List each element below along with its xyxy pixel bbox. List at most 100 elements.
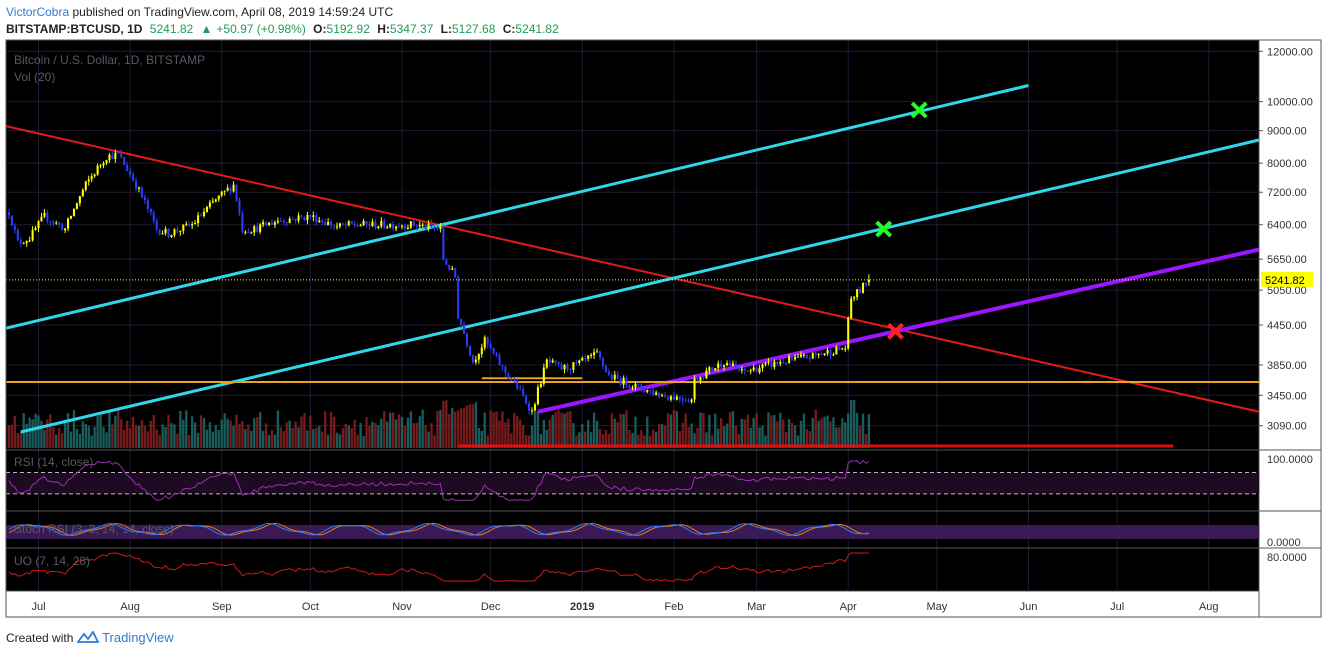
volume-bar xyxy=(607,434,611,448)
volume-bar xyxy=(764,435,767,448)
tradingview-link[interactable]: TradingView xyxy=(102,630,174,645)
volume-bar xyxy=(480,430,483,448)
volume-bar xyxy=(767,412,770,448)
volume-bar xyxy=(276,410,280,448)
volume-bar xyxy=(492,412,495,448)
volume-bar xyxy=(483,412,486,448)
volume-bar xyxy=(539,433,543,448)
candle-body xyxy=(22,243,25,245)
candle-body xyxy=(217,195,220,200)
candle-body xyxy=(663,395,667,397)
candle-body xyxy=(474,359,477,363)
volume-bar xyxy=(371,421,374,448)
volume-bar xyxy=(516,415,519,448)
volume-bar xyxy=(294,421,297,448)
current-price-tag xyxy=(1261,271,1313,287)
candle-body xyxy=(445,259,448,265)
volume-bar xyxy=(193,422,197,448)
candle-body xyxy=(610,375,613,380)
candle-body xyxy=(40,216,43,222)
volume-bar xyxy=(52,427,55,448)
candle-body xyxy=(25,241,28,244)
volume-bar xyxy=(161,424,164,448)
volume-bar xyxy=(616,421,619,448)
low-value: 5127.68 xyxy=(451,22,496,36)
volume-bar xyxy=(158,434,161,448)
candle-body xyxy=(566,365,569,370)
candle-body xyxy=(740,368,743,371)
volume-bar xyxy=(250,430,253,448)
volume-bar xyxy=(666,413,670,448)
candle-body xyxy=(28,240,31,242)
candle-body xyxy=(338,223,341,227)
candle-body xyxy=(658,392,661,397)
candle-body xyxy=(776,361,779,364)
y-tick-label: 5050.00 xyxy=(1267,285,1307,297)
candle-body xyxy=(451,268,454,270)
candle-body xyxy=(841,348,844,350)
candle-body xyxy=(188,223,191,226)
candle-body xyxy=(347,221,350,226)
volume-bar xyxy=(75,429,79,448)
volume-bar xyxy=(519,419,522,448)
volume-bar xyxy=(557,409,560,448)
candle-body xyxy=(185,223,188,225)
volume-bar xyxy=(99,412,102,448)
volume-bar xyxy=(829,421,832,448)
volume-bar xyxy=(383,411,386,448)
candle-body xyxy=(551,360,554,363)
candle-body xyxy=(288,218,291,223)
volume-bar xyxy=(802,413,806,448)
candle-body xyxy=(711,367,714,371)
candle-body xyxy=(262,222,265,225)
volume-bar xyxy=(312,428,315,448)
volume-bar xyxy=(823,416,826,448)
volume-bar xyxy=(693,433,696,448)
volume-bar xyxy=(108,410,111,448)
candle-body xyxy=(353,223,356,226)
candle-body xyxy=(61,224,64,231)
volume-bar xyxy=(386,421,389,448)
candle-body xyxy=(693,378,696,400)
candle-body xyxy=(554,360,557,363)
candle-body xyxy=(631,387,634,389)
volume-bar xyxy=(374,422,377,448)
candle-body xyxy=(34,228,37,230)
candle-body xyxy=(669,396,672,400)
candle-body xyxy=(117,152,120,154)
open-label: O: xyxy=(313,22,327,36)
volume-bar xyxy=(105,432,108,448)
candle-body xyxy=(814,352,817,355)
volume-bar xyxy=(770,415,773,448)
volume-bar xyxy=(749,427,752,448)
footer: Created with TradingView xyxy=(6,630,174,645)
candle-body xyxy=(197,215,200,224)
candle-body xyxy=(596,351,599,353)
volume-bar xyxy=(196,432,200,448)
volume-bar xyxy=(631,433,634,448)
x-tick-label: Jun xyxy=(1020,601,1038,613)
volume-bar xyxy=(164,426,167,448)
volume-bar xyxy=(604,430,608,448)
candle-body xyxy=(418,225,421,227)
candle-body xyxy=(548,359,551,363)
candle-body xyxy=(300,215,303,217)
x-tick-label: Apr xyxy=(840,601,857,613)
candle-body xyxy=(460,318,463,326)
volume-bar xyxy=(329,412,333,448)
volume-bar xyxy=(589,432,593,448)
volume-bar xyxy=(128,427,132,448)
volume-bar xyxy=(318,425,321,448)
candle-body xyxy=(486,337,489,345)
volume-bar xyxy=(433,435,436,448)
candle-body xyxy=(250,232,253,234)
author-link[interactable]: VictorCobra xyxy=(6,5,70,19)
volume-bar xyxy=(140,420,144,448)
volume-bar xyxy=(49,414,52,448)
volume-bar xyxy=(253,418,256,448)
candle-body xyxy=(575,362,578,364)
volume-bar xyxy=(855,412,859,448)
candle-body xyxy=(690,399,693,402)
open-value: 5192.92 xyxy=(326,22,370,36)
